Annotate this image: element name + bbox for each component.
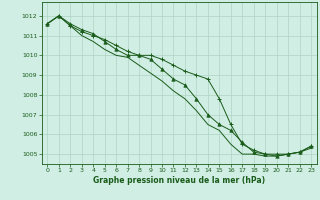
X-axis label: Graphe pression niveau de la mer (hPa): Graphe pression niveau de la mer (hPa)	[93, 176, 265, 185]
